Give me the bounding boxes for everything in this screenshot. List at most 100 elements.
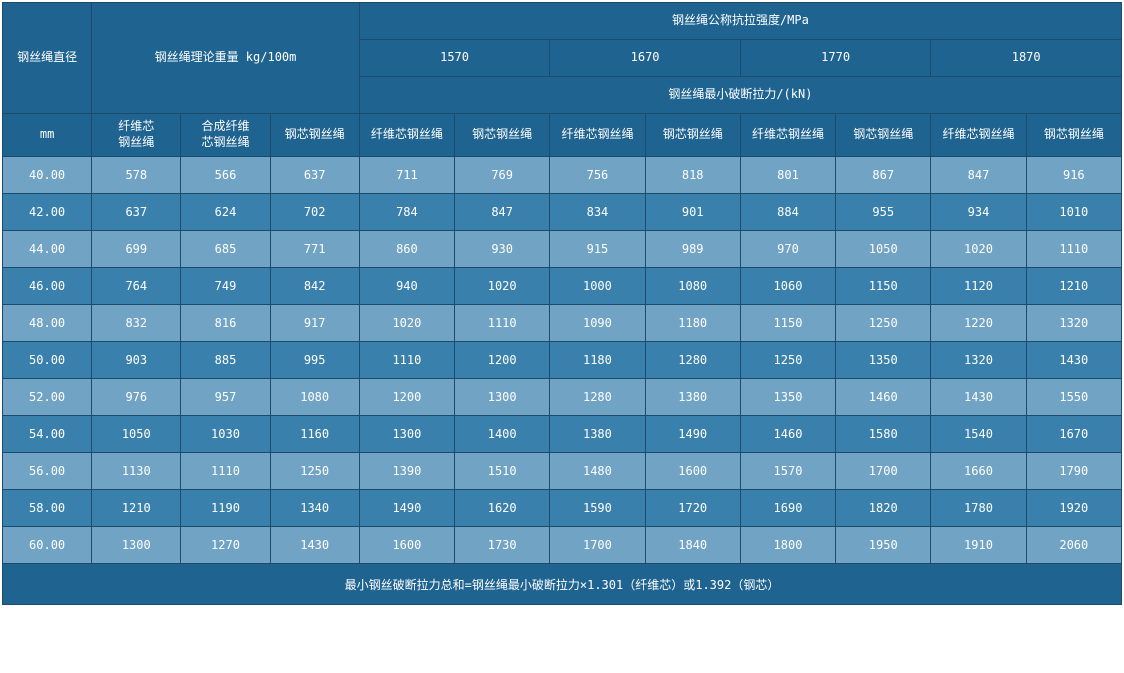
cell: 50.00 <box>3 342 92 379</box>
cell: 58.00 <box>3 490 92 527</box>
table-row: 56.0011301110125013901510148016001570170… <box>3 453 1122 490</box>
cell: 1790 <box>1026 453 1121 490</box>
cell: 1570 <box>740 453 835 490</box>
cell: 1690 <box>740 490 835 527</box>
cell: 1110 <box>181 453 270 490</box>
cell: 955 <box>836 194 931 231</box>
cell: 52.00 <box>3 379 92 416</box>
cell: 1010 <box>1026 194 1121 231</box>
table-body: 40.0057856663771176975681880186784791642… <box>3 157 1122 564</box>
cell: 1210 <box>1026 268 1121 305</box>
cell: 40.00 <box>3 157 92 194</box>
hdr-sub-sl-3: 钢芯钢丝绳 <box>1026 114 1121 157</box>
footer-note: 最小钢丝破断拉力总和=钢丝绳最小破断拉力×1.301（纤维芯）或1.392（钢芯… <box>3 564 1122 605</box>
hdr-grade-2: 1770 <box>740 40 931 77</box>
hdr-sub-sl-0: 钢芯钢丝绳 <box>455 114 550 157</box>
footer-row: 最小钢丝破断拉力总和=钢丝绳最小破断拉力×1.301（纤维芯）或1.392（钢芯… <box>3 564 1122 605</box>
cell: 1620 <box>455 490 550 527</box>
cell: 578 <box>92 157 181 194</box>
table-row: 46.0076474984294010201000108010601150112… <box>3 268 1122 305</box>
cell: 1350 <box>836 342 931 379</box>
cell: 1700 <box>836 453 931 490</box>
cell: 1300 <box>359 416 454 453</box>
cell: 566 <box>181 157 270 194</box>
cell: 1020 <box>931 231 1026 268</box>
table-row: 58.0012101190134014901620159017201690182… <box>3 490 1122 527</box>
cell: 1280 <box>645 342 740 379</box>
hdr-tensile: 钢丝绳公称抗拉强度/MPa <box>359 3 1121 40</box>
hdr-weight: 钢丝绳理论重量 kg/100m <box>92 3 360 114</box>
table-row: 40.00578566637711769756818801867847916 <box>3 157 1122 194</box>
cell: 56.00 <box>3 453 92 490</box>
cell: 1920 <box>1026 490 1121 527</box>
cell: 976 <box>92 379 181 416</box>
cell: 764 <box>92 268 181 305</box>
cell: 1780 <box>931 490 1026 527</box>
cell: 901 <box>645 194 740 231</box>
table-row: 42.006376247027848478349018849559341010 <box>3 194 1122 231</box>
cell: 1430 <box>270 527 359 564</box>
cell: 867 <box>836 157 931 194</box>
cell: 685 <box>181 231 270 268</box>
cell: 1280 <box>550 379 645 416</box>
cell: 46.00 <box>3 268 92 305</box>
cell: 1110 <box>1026 231 1121 268</box>
cell: 756 <box>550 157 645 194</box>
cell: 1080 <box>645 268 740 305</box>
cell: 957 <box>181 379 270 416</box>
cell: 1300 <box>455 379 550 416</box>
cell: 1220 <box>931 305 1026 342</box>
hdr-sub-sl-1: 钢芯钢丝绳 <box>645 114 740 157</box>
cell: 1200 <box>359 379 454 416</box>
cell: 1320 <box>1026 305 1121 342</box>
cell: 1430 <box>1026 342 1121 379</box>
cell: 1480 <box>550 453 645 490</box>
hdr-sub-fl-0: 纤维芯钢丝绳 <box>359 114 454 157</box>
cell: 884 <box>740 194 835 231</box>
cell: 1130 <box>92 453 181 490</box>
hdr-diameter: 钢丝绳直径 <box>3 3 92 114</box>
cell: 1210 <box>92 490 181 527</box>
cell: 1660 <box>931 453 1026 490</box>
cell: 1060 <box>740 268 835 305</box>
hdr-sub-sl-2: 钢芯钢丝绳 <box>836 114 931 157</box>
cell: 1020 <box>359 305 454 342</box>
cell: 1000 <box>550 268 645 305</box>
cell: 48.00 <box>3 305 92 342</box>
cell: 1080 <box>270 379 359 416</box>
cell: 1090 <box>550 305 645 342</box>
hdr-sub-syn: 合成纤维芯钢丝绳 <box>181 114 270 157</box>
cell: 1600 <box>359 527 454 564</box>
cell: 1460 <box>836 379 931 416</box>
cell: 940 <box>359 268 454 305</box>
cell: 903 <box>92 342 181 379</box>
cell: 1400 <box>455 416 550 453</box>
cell: 1180 <box>645 305 740 342</box>
cell: 1250 <box>270 453 359 490</box>
cell: 784 <box>359 194 454 231</box>
cell: 1430 <box>931 379 1026 416</box>
cell: 915 <box>550 231 645 268</box>
cell: 1320 <box>931 342 1026 379</box>
cell: 1340 <box>270 490 359 527</box>
cell: 970 <box>740 231 835 268</box>
hdr-sub-fl-1: 纤维芯钢丝绳 <box>550 114 645 157</box>
cell: 801 <box>740 157 835 194</box>
cell: 1720 <box>645 490 740 527</box>
cell: 1150 <box>740 305 835 342</box>
cell: 834 <box>550 194 645 231</box>
table-row: 52.0097695710801200130012801380135014601… <box>3 379 1122 416</box>
cell: 885 <box>181 342 270 379</box>
cell: 832 <box>92 305 181 342</box>
cell: 818 <box>645 157 740 194</box>
cell: 916 <box>1026 157 1121 194</box>
hdr-sub-fiber: 纤维芯钢丝绳 <box>92 114 181 157</box>
table-row: 60.0013001270143016001730170018401800195… <box>3 527 1122 564</box>
cell: 1910 <box>931 527 1026 564</box>
cell: 1490 <box>645 416 740 453</box>
cell: 711 <box>359 157 454 194</box>
cell: 1190 <box>181 490 270 527</box>
cell: 860 <box>359 231 454 268</box>
cell: 42.00 <box>3 194 92 231</box>
cell: 1120 <box>931 268 1026 305</box>
